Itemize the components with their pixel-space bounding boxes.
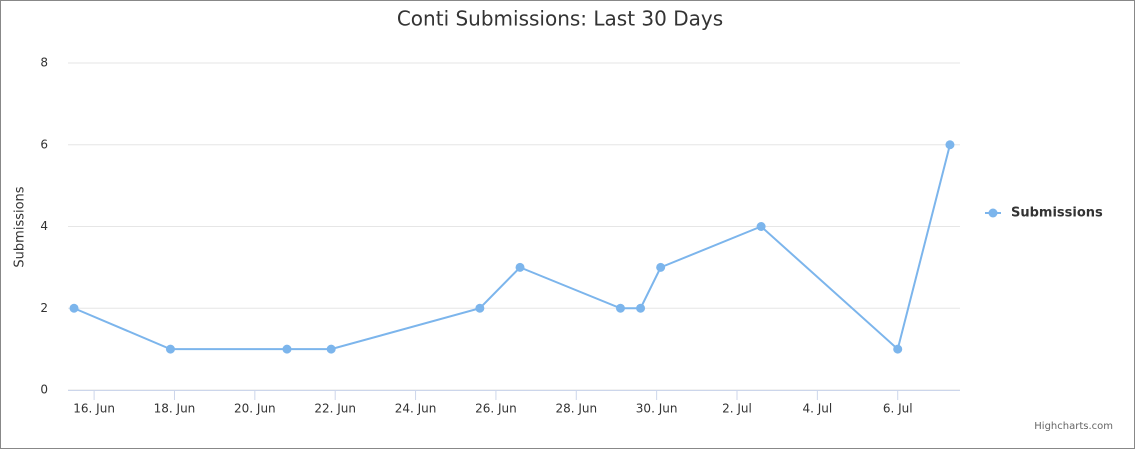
x-tick-label: 24. Jun <box>395 402 437 416</box>
x-tick-label: 26. Jun <box>475 402 517 416</box>
y-axis-title: Submissions <box>13 186 28 267</box>
y-tick-label: 6 <box>40 137 48 151</box>
point <box>475 303 485 313</box>
series-line <box>73 144 951 351</box>
y-tick-label: 0 <box>40 383 48 397</box>
point <box>636 303 646 313</box>
x-tick-label: 2. Jul <box>722 402 752 416</box>
x-tick-label: 6. Jul <box>883 402 913 416</box>
y-tick-label: 2 <box>40 301 48 315</box>
point <box>69 303 79 313</box>
point <box>945 140 955 150</box>
point <box>515 262 525 272</box>
x-tick-label: 22. Jun <box>314 402 356 416</box>
legend-label[interactable]: Submissions <box>1011 206 1103 221</box>
legend-marker <box>988 208 998 218</box>
x-tick-label: 16. Jun <box>73 402 115 416</box>
credit: Highcharts.com <box>1034 421 1113 432</box>
x-tick-label: 4. Jul <box>802 402 832 416</box>
point <box>282 344 292 354</box>
chart-title: Conti Submissions: Last 30 Days <box>397 7 723 31</box>
point <box>615 303 625 313</box>
x-tick-label: 18. Jun <box>154 402 196 416</box>
y-tick-label: 8 <box>40 56 48 70</box>
x-tick-label: 30. Jun <box>636 402 678 416</box>
point <box>165 344 175 354</box>
point <box>656 262 666 272</box>
point <box>756 222 766 231</box>
x-tick-label: 20. Jun <box>234 402 276 416</box>
point <box>326 344 336 354</box>
point <box>893 344 903 354</box>
y-tick-label: 4 <box>40 219 48 233</box>
x-tick-label: 28. Jun <box>555 402 597 416</box>
